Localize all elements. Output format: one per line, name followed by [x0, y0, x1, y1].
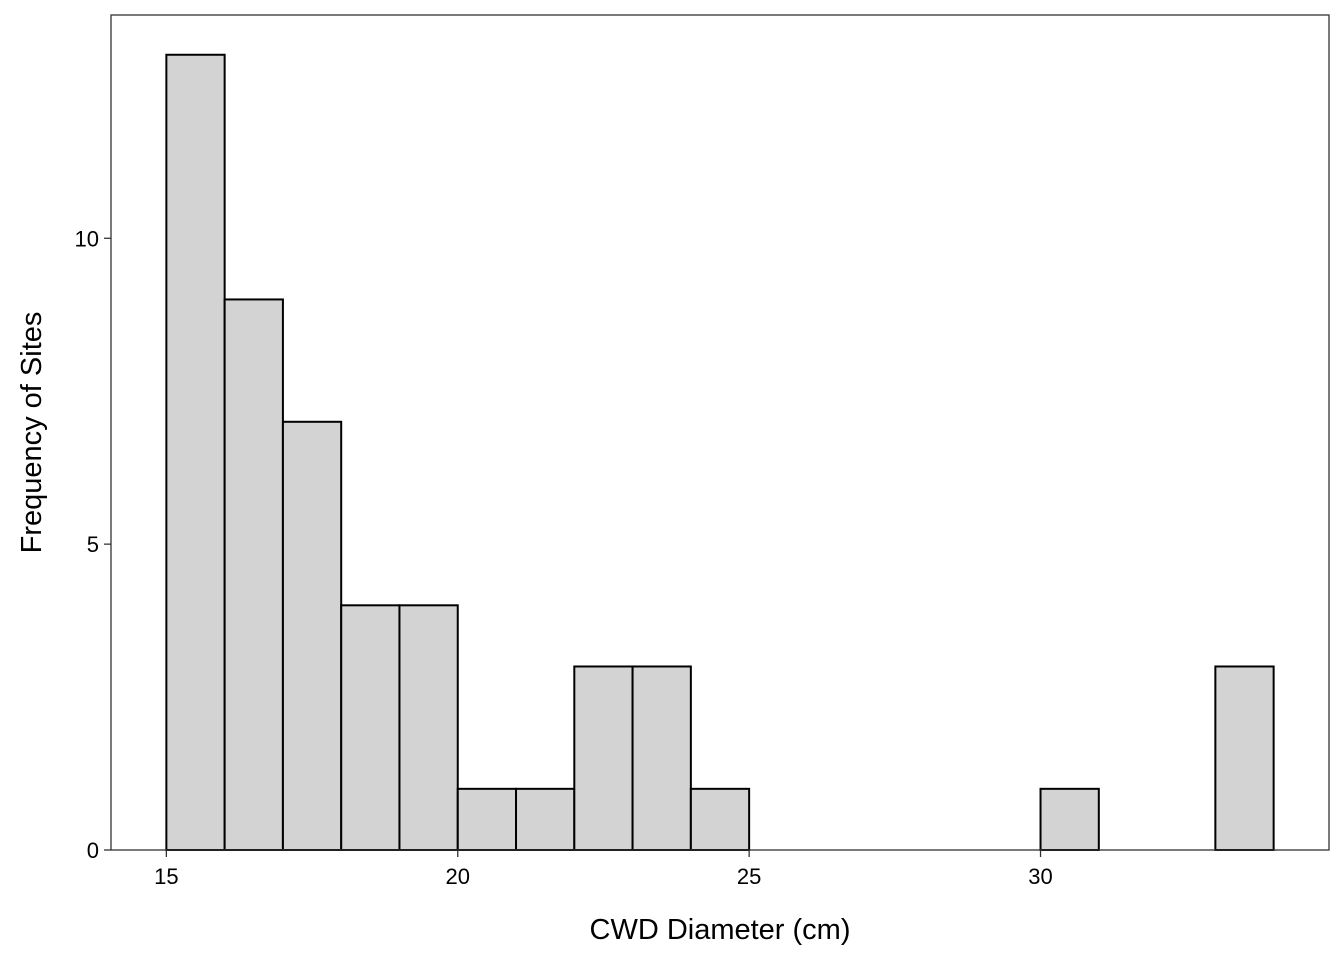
y-tick-label: 10: [75, 226, 99, 251]
histogram-bar: [223, 298, 284, 851]
x-axis-title: CWD Diameter (cm): [590, 914, 851, 946]
histogram-bar: [398, 604, 459, 851]
x-tick-label: 30: [1028, 864, 1052, 889]
x-axis: 15 20 25 30: [154, 850, 1053, 889]
histogram-bar: [165, 53, 226, 851]
histogram-bar: [340, 604, 401, 851]
x-tick-label: 15: [154, 864, 178, 889]
histogram-bar: [1039, 787, 1100, 852]
x-tick-label: 25: [737, 864, 761, 889]
histogram-bar: [689, 787, 751, 852]
histogram-bar: [456, 787, 518, 852]
y-axis: 0 5 10: [75, 226, 111, 863]
y-tick-label: 5: [87, 532, 99, 557]
panel-border: [110, 14, 1330, 851]
bars-layer: [165, 53, 1275, 852]
x-tick-label: 20: [446, 864, 470, 889]
histogram-bar: [1214, 665, 1275, 851]
histogram-bar: [631, 665, 692, 851]
histogram-bar: [515, 787, 576, 852]
y-tick-label: 0: [87, 838, 99, 863]
histogram-bar: [573, 665, 634, 851]
histogram-bar: [281, 420, 343, 851]
y-axis-title: Frequency of Sites: [16, 312, 48, 554]
